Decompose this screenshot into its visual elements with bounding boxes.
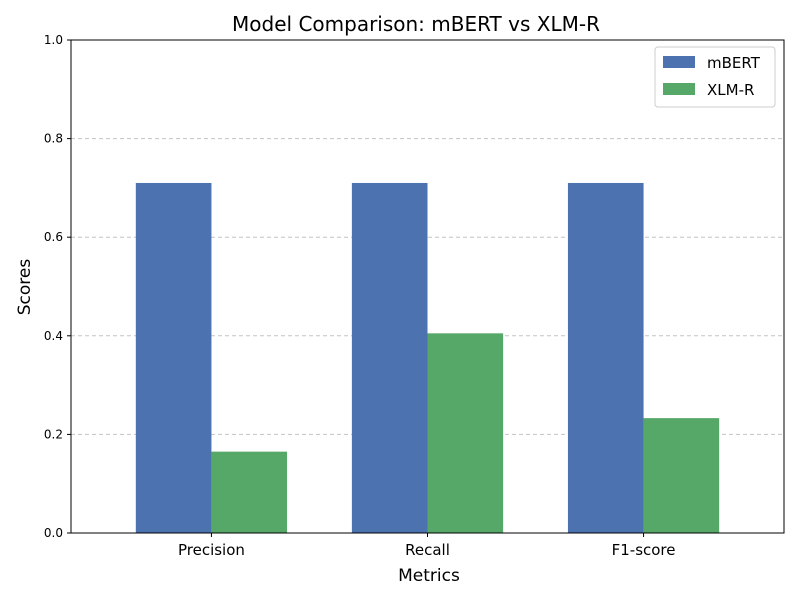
x-tick-label: Precision	[178, 541, 245, 559]
bar-xlm-r-recall	[427, 333, 504, 533]
legend-swatch	[663, 56, 695, 68]
legend-label: XLM-R	[707, 81, 754, 99]
y-axis-ticks: 0.0 0.2 0.4 0.6 0.8 1.0	[44, 33, 71, 540]
bar-mbert-recall	[351, 182, 428, 533]
x-tick-label: Recall	[405, 541, 450, 559]
y-axis-label: Scores	[15, 259, 35, 316]
x-axis-label: Metrics	[398, 566, 460, 586]
x-tick-label: F1-score	[612, 541, 676, 559]
y-tick-label: 0.0	[44, 526, 63, 540]
chart-title: Model Comparison: mBERT vs XLM-R	[232, 12, 600, 36]
legend-swatch	[663, 83, 695, 95]
y-tick-label: 0.8	[44, 132, 63, 146]
bar-mbert-precision	[135, 182, 212, 533]
y-tick-label: 0.6	[44, 230, 63, 244]
legend: mBERT XLM-R	[654, 46, 776, 108]
bar-mbert-f1-score	[567, 182, 644, 533]
y-tick-label: 0.2	[44, 427, 63, 441]
legend-label: mBERT	[707, 54, 761, 72]
x-axis-ticks: Precision Recall F1-score	[178, 533, 676, 559]
bar-xlm-r-f1-score	[643, 418, 720, 533]
bar-xlm-r-precision	[211, 451, 288, 533]
y-tick-label: 1.0	[44, 33, 63, 47]
y-tick-label: 0.4	[44, 329, 63, 343]
bars	[135, 182, 720, 533]
